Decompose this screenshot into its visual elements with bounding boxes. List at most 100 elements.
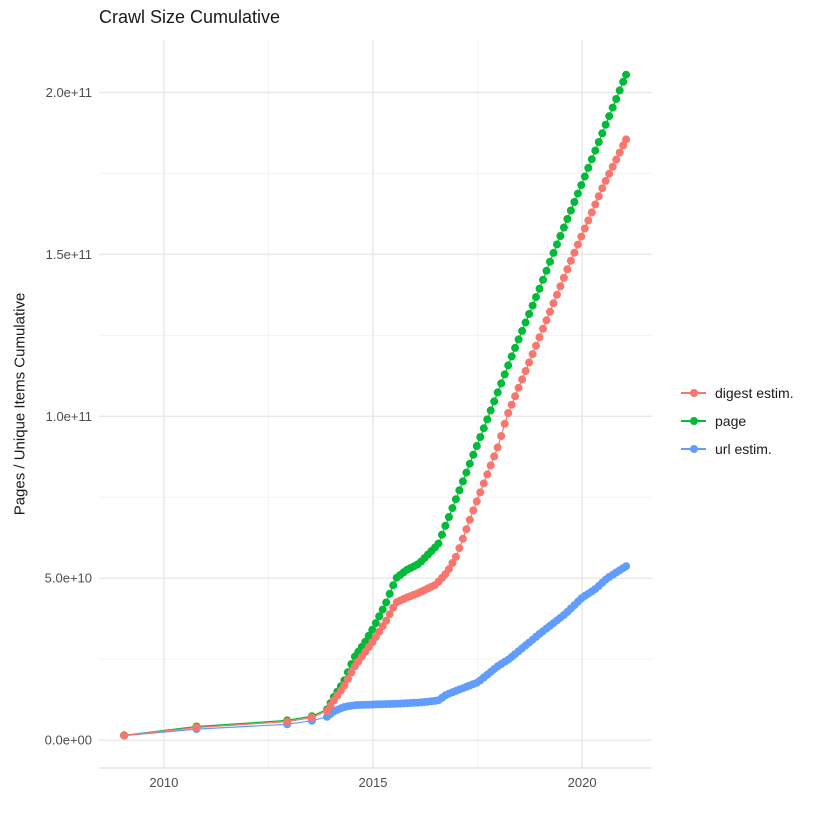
data-point: [451, 552, 460, 561]
data-point: [556, 232, 565, 240]
data-point: [601, 120, 610, 129]
data-point: [619, 77, 628, 86]
x-axis-tick-label: 2010: [149, 775, 178, 790]
data-point: [382, 598, 391, 607]
data-point: [504, 361, 513, 370]
data-point: [448, 504, 457, 513]
data-point: [553, 290, 561, 299]
data-point: [556, 282, 565, 291]
data-point: [451, 495, 460, 504]
data-point: [521, 367, 530, 375]
data-point: [605, 169, 614, 178]
data-point: [343, 675, 352, 683]
data-point: [340, 681, 349, 690]
data-point: [514, 335, 523, 344]
y-axis-tick-label: 1.0e+11: [46, 409, 92, 424]
data-point: [479, 479, 488, 488]
data-point: [497, 432, 506, 440]
data-point: [375, 612, 384, 621]
legend-item-page: page: [681, 407, 794, 435]
data-point: [448, 559, 457, 567]
data-point: [507, 352, 516, 361]
data-point: [518, 326, 527, 335]
data-point: [389, 581, 398, 590]
data-point: [444, 513, 453, 521]
data-point: [483, 415, 492, 424]
data-point: [559, 223, 568, 232]
legend: digest estim. page url estim.: [681, 379, 794, 463]
y-axis-tick-label: 2.0e+11: [46, 85, 92, 100]
data-point: [465, 459, 474, 468]
data-point: [598, 129, 607, 138]
data-point: [563, 215, 572, 223]
data-point: [465, 515, 474, 524]
data-point: [385, 610, 394, 619]
data-point: [612, 155, 621, 164]
data-point: [521, 318, 530, 327]
data-point: [192, 723, 201, 732]
data-point: [455, 544, 464, 553]
legend-key-digest-estim-icon: [681, 387, 706, 399]
data-point: [594, 192, 603, 201]
data-point: [539, 275, 547, 284]
data-point: [347, 668, 356, 677]
data-point: [511, 343, 520, 352]
data-point: [546, 257, 554, 266]
data-point: [490, 452, 499, 461]
series-url-estim: [120, 562, 631, 740]
data-point: [476, 433, 485, 442]
x-axis-tick-label: 2015: [359, 775, 388, 790]
data-point: [622, 562, 631, 571]
legend-item-digest-estim: digest estim.: [681, 379, 794, 407]
series-page: [120, 70, 631, 740]
series-digest-estim: [120, 135, 631, 740]
data-point: [371, 619, 380, 628]
y-axis-tick-label: 1.5e+11: [46, 247, 92, 262]
data-point: [486, 406, 495, 415]
data-point: [605, 112, 614, 121]
y-axis-tick-label: 0.0e+00: [45, 733, 92, 748]
data-point: [622, 70, 631, 79]
data-point: [619, 141, 628, 150]
data-point: [455, 486, 464, 495]
series-line: [124, 139, 627, 737]
data-point: [368, 625, 377, 634]
data-point: [490, 397, 499, 406]
data-point: [462, 468, 471, 477]
data-point: [570, 248, 579, 257]
data-point: [549, 248, 558, 257]
data-point: [615, 86, 624, 95]
data-point: [594, 138, 603, 146]
data-point: [601, 176, 610, 185]
data-point: [493, 443, 502, 452]
data-point: [608, 103, 617, 112]
data-point: [458, 534, 467, 543]
data-point: [479, 424, 488, 433]
data-point: [622, 135, 631, 144]
legend-point-swatch: [689, 445, 698, 453]
data-point: [507, 400, 516, 409]
data-point: [587, 208, 596, 217]
data-point: [566, 256, 575, 265]
data-point: [587, 155, 596, 164]
y-axis-tick-label: 5.0e+10: [45, 571, 92, 586]
data-point: [573, 189, 582, 198]
data-point: [546, 307, 554, 316]
data-point: [542, 316, 551, 325]
data-point: [472, 497, 481, 506]
data-point: [598, 184, 607, 193]
data-point: [382, 616, 391, 625]
data-point: [518, 375, 527, 384]
data-point: [580, 224, 589, 233]
data-point: [584, 163, 593, 172]
data-point: [584, 216, 593, 225]
data-point: [364, 631, 373, 640]
data-point: [535, 284, 544, 293]
data-point: [553, 240, 561, 249]
data-point: [591, 200, 600, 209]
data-point: [580, 172, 589, 181]
data-point: [542, 266, 551, 275]
data-point: [514, 383, 523, 392]
data-point: [539, 324, 547, 333]
